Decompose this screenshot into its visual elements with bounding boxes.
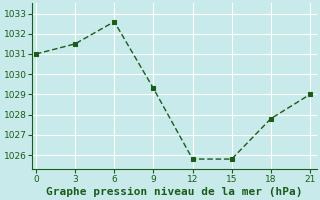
X-axis label: Graphe pression niveau de la mer (hPa): Graphe pression niveau de la mer (hPa) [46, 186, 302, 197]
